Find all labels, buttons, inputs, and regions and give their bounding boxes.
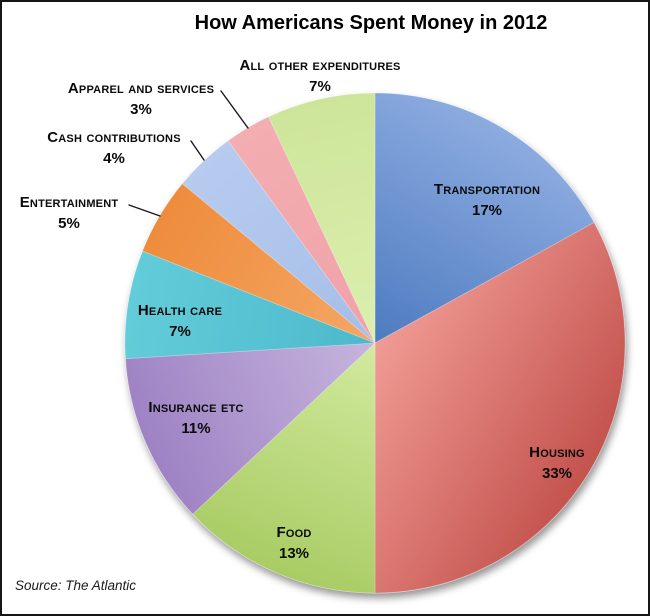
leader-line-entertainment bbox=[128, 204, 161, 217]
pie-slice-insurance-etc bbox=[125, 342, 377, 515]
leader-line-apparel-and-services bbox=[220, 90, 249, 129]
pie-slice-health-care bbox=[124, 250, 376, 360]
chart-title: How Americans Spent Money in 2012 bbox=[194, 12, 548, 34]
pie-slice-food bbox=[192, 342, 376, 594]
pie-slice-transportation bbox=[374, 92, 595, 344]
source-caption: Source: The Atlantic bbox=[15, 578, 137, 593]
leader-line-cash-contributions bbox=[190, 140, 205, 161]
pie-slice-housing bbox=[374, 222, 626, 594]
pie-slice-all-other-expenditures bbox=[268, 92, 376, 344]
